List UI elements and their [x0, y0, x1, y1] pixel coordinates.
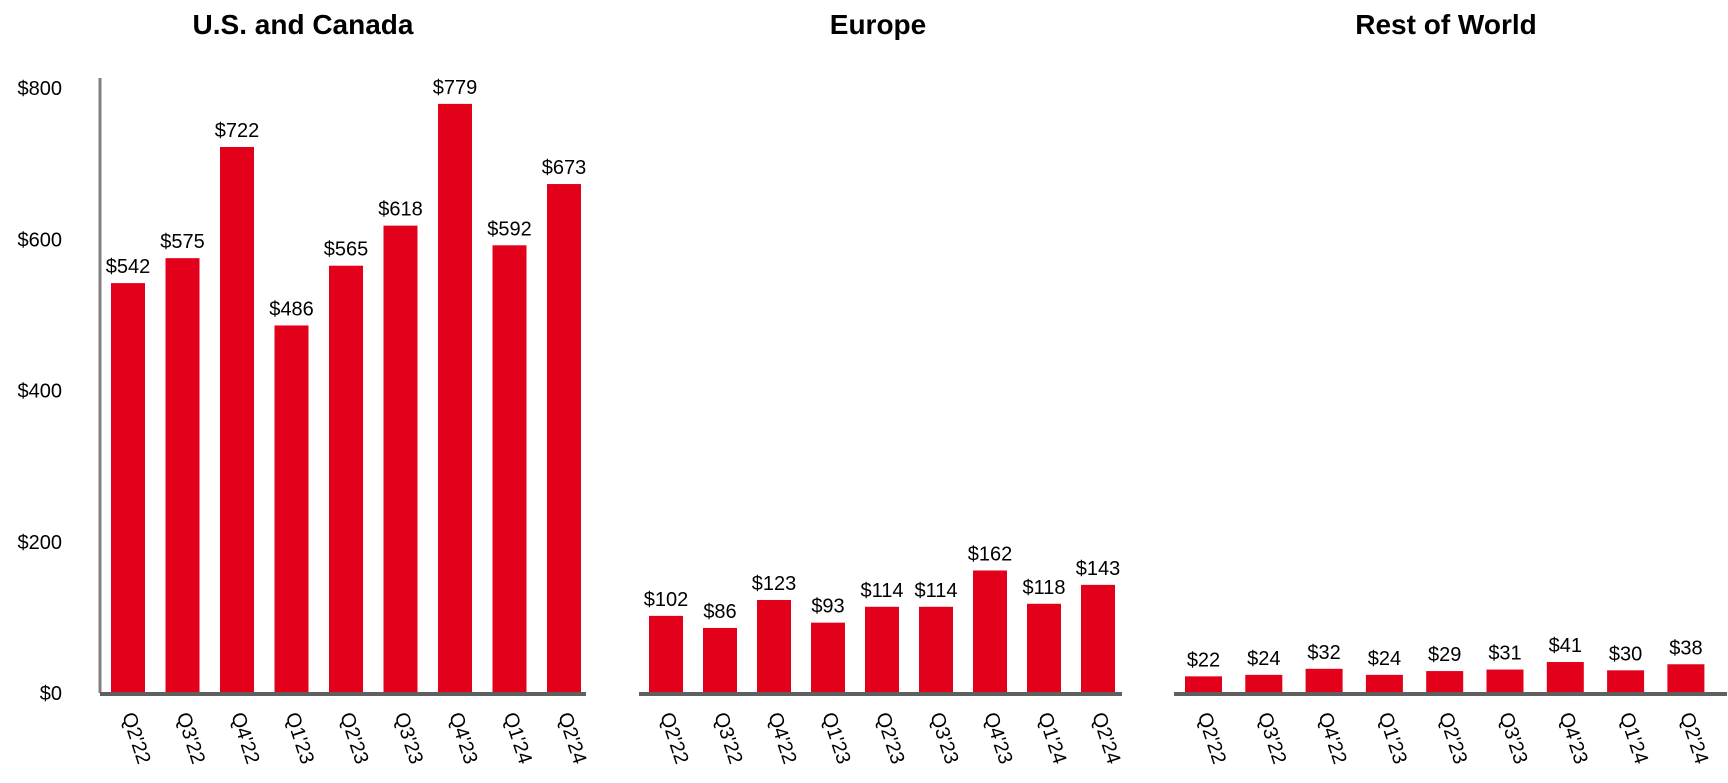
bar — [811, 622, 845, 693]
x-tick-label: Q3'22 — [709, 710, 746, 767]
y-tick-label: $600 — [18, 229, 63, 251]
bar — [1486, 669, 1524, 693]
chart-title: Rest of World — [1355, 9, 1536, 40]
x-tick-label: Q2'24 — [553, 710, 590, 767]
x-tick-label: Q4'23 — [444, 710, 481, 767]
x-tick-label: Q3'23 — [390, 710, 427, 767]
x-tick-label: Q3'22 — [1253, 710, 1290, 767]
bar — [1667, 664, 1705, 693]
bar — [1426, 671, 1464, 693]
x-tick-label: Q1'24 — [1615, 710, 1652, 767]
bar — [649, 615, 683, 693]
data-label: $24 — [1368, 648, 1401, 670]
data-label: $542 — [106, 256, 151, 278]
x-tick-label: Q2'22 — [655, 710, 692, 767]
bar — [1081, 584, 1115, 693]
data-label: $41 — [1549, 635, 1582, 657]
data-label: $93 — [811, 596, 844, 618]
data-label: $162 — [968, 543, 1013, 565]
x-tick-label: Q2'24 — [1675, 710, 1712, 767]
bar — [438, 103, 472, 694]
x-tick-label: Q3'23 — [1494, 710, 1531, 767]
bar — [383, 225, 418, 693]
chart-title: U.S. and Canada — [193, 9, 414, 40]
bar — [703, 627, 737, 693]
bar — [111, 283, 145, 693]
data-label: $102 — [644, 589, 689, 611]
x-tick-label: Q2'23 — [335, 710, 372, 767]
bar — [1185, 676, 1222, 693]
y-tick-label: $800 — [18, 78, 63, 100]
data-label: $24 — [1247, 648, 1280, 670]
y-tick-label: $0 — [40, 683, 62, 705]
x-tick-label: Q3'22 — [172, 710, 209, 767]
bar — [919, 606, 953, 693]
data-label: $22 — [1187, 649, 1220, 671]
x-tick-label: Q2'24 — [1087, 710, 1124, 767]
bar — [1305, 668, 1343, 693]
bar — [1027, 603, 1061, 693]
x-tick-label: Q1'23 — [1374, 710, 1411, 767]
data-label: $592 — [487, 218, 532, 240]
data-label: $673 — [542, 157, 587, 179]
bar — [757, 599, 791, 693]
x-tick-label: Q4'23 — [979, 710, 1016, 767]
data-label: $114 — [914, 580, 957, 602]
x-tick-label: Q1'23 — [281, 710, 318, 767]
x-tick-label: Q2'23 — [871, 710, 908, 767]
bar — [547, 184, 581, 693]
data-label: $38 — [1669, 637, 1702, 659]
x-tick-label: Q1'24 — [1033, 710, 1070, 767]
bar — [274, 325, 309, 693]
x-tick-label: Q1'23 — [817, 710, 854, 767]
data-label: $86 — [703, 601, 736, 623]
chart-title: Europe — [830, 9, 926, 40]
x-tick-label: Q2'22 — [117, 710, 154, 767]
bar — [973, 570, 1007, 693]
data-label: $114 — [860, 580, 903, 602]
bar — [1365, 674, 1403, 693]
data-label: $32 — [1307, 642, 1340, 664]
bar — [220, 146, 254, 694]
data-label: $29 — [1428, 644, 1461, 666]
bar — [1546, 661, 1584, 693]
bar — [329, 265, 363, 693]
data-label: $565 — [324, 239, 369, 261]
data-label: $118 — [1022, 577, 1065, 599]
data-label: $486 — [269, 298, 314, 320]
x-tick-label: Q3'23 — [925, 710, 962, 767]
bar — [865, 606, 899, 693]
data-label: $722 — [215, 120, 260, 142]
data-label: $31 — [1488, 643, 1521, 665]
y-tick-label: $200 — [18, 532, 63, 554]
data-label: $618 — [378, 199, 423, 221]
x-tick-label: Q2'23 — [1434, 710, 1471, 767]
data-label: $575 — [160, 231, 205, 253]
data-label: $779 — [433, 77, 478, 99]
y-tick-label: $400 — [18, 381, 63, 403]
x-tick-label: Q4'23 — [1555, 710, 1592, 767]
data-label: $143 — [1076, 558, 1121, 580]
data-label: $30 — [1609, 643, 1642, 665]
x-tick-label: Q4'22 — [1313, 710, 1350, 767]
bar — [165, 258, 200, 693]
bar — [492, 245, 527, 694]
x-tick-label: Q4'22 — [226, 710, 263, 767]
x-tick-label: Q1'24 — [499, 710, 536, 767]
bar — [1607, 670, 1645, 693]
bar — [1245, 674, 1283, 693]
x-tick-label: Q4'22 — [763, 710, 800, 767]
x-tick-label: Q2'22 — [1193, 710, 1230, 767]
data-label: $123 — [752, 573, 797, 595]
